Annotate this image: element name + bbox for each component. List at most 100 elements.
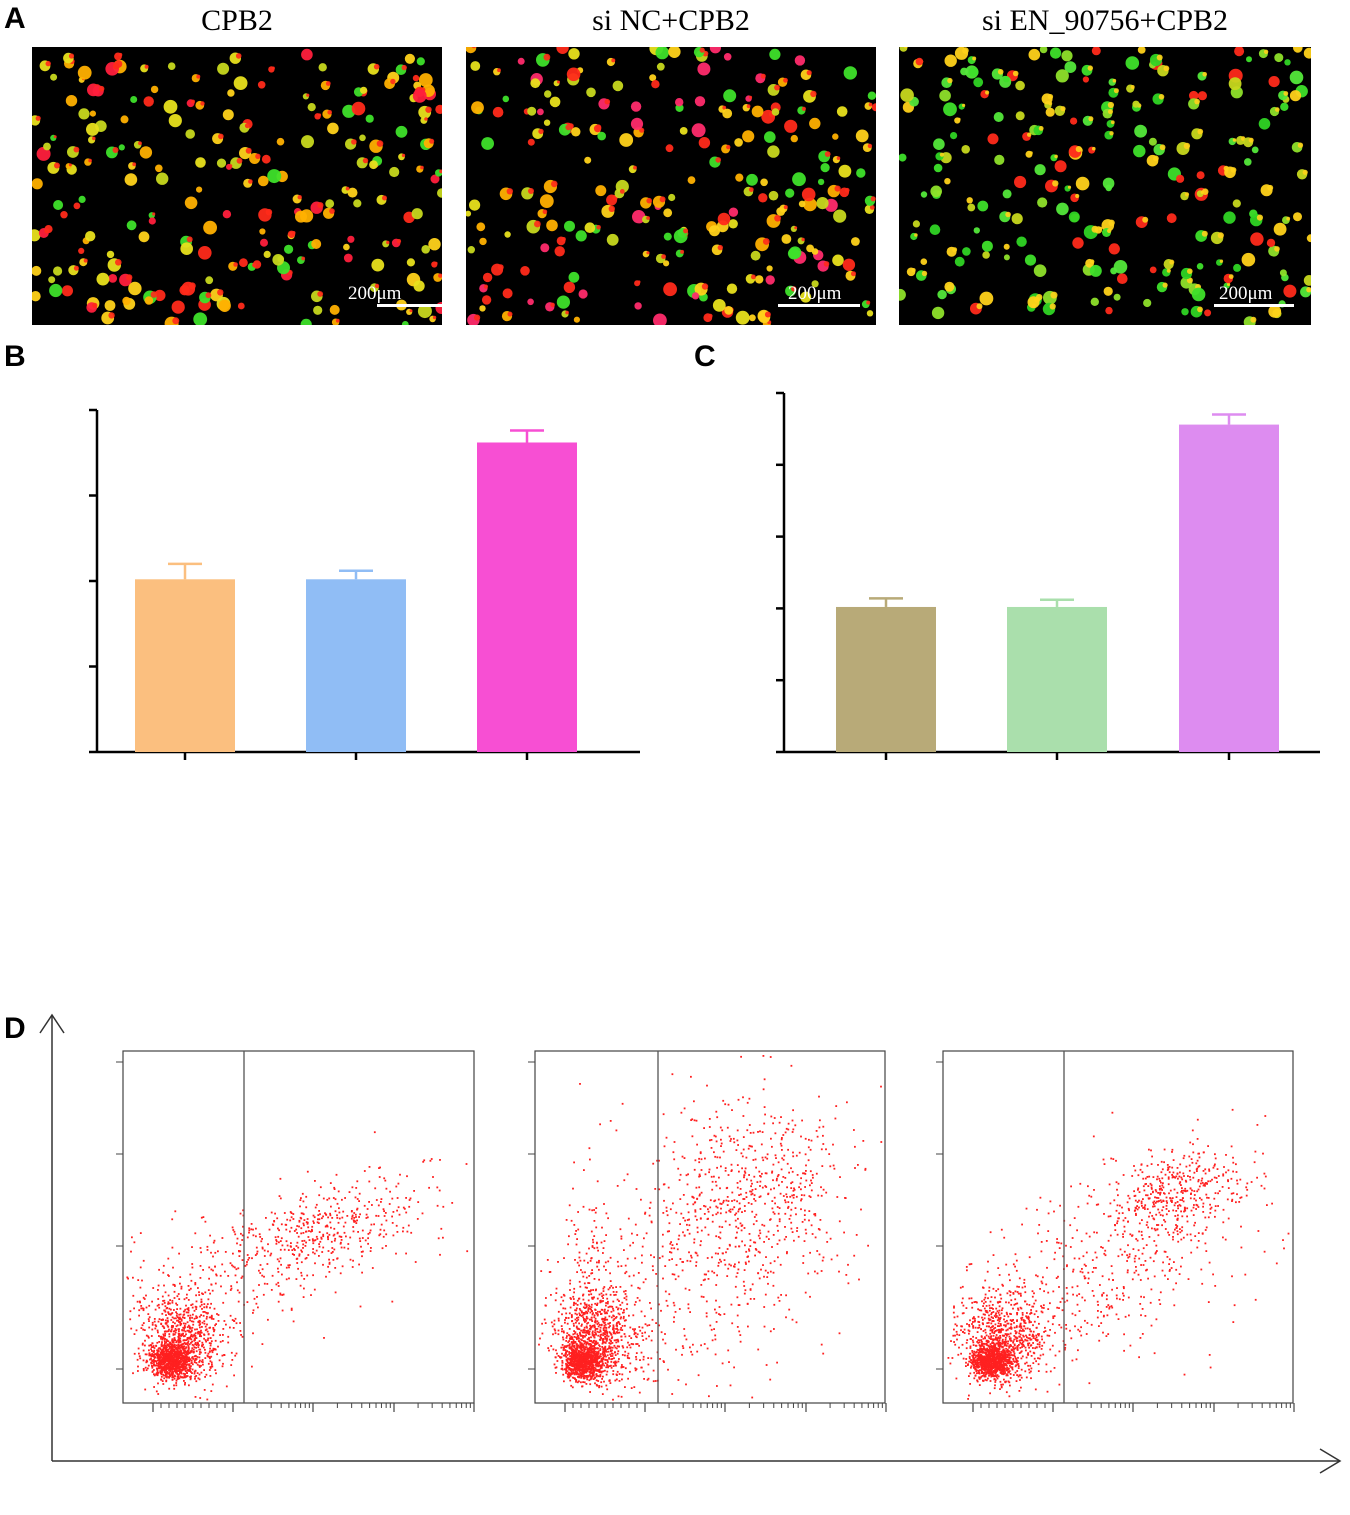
cell-dot [108, 312, 115, 319]
event-dot [235, 1352, 238, 1355]
cell-dot [1148, 137, 1157, 146]
event-dot [617, 1395, 620, 1398]
event-dot [169, 1360, 171, 1363]
event-dot [620, 1335, 623, 1338]
event-dot [557, 1333, 560, 1336]
event-dot [311, 1230, 313, 1232]
event-dot [233, 1230, 236, 1233]
event-dot [570, 1357, 573, 1360]
event-dot [184, 1366, 187, 1368]
cell-dot [715, 157, 721, 163]
cell-dot [1283, 91, 1289, 96]
cell-dot [413, 280, 425, 292]
event-dot [157, 1393, 160, 1395]
event-dot [604, 1316, 607, 1319]
event-dot [149, 1358, 151, 1361]
event-dot [277, 1300, 280, 1303]
event-dot [162, 1318, 164, 1321]
cell-dot [343, 253, 353, 263]
event-dot [699, 1151, 702, 1154]
event-dot [214, 1339, 217, 1342]
event-dot [601, 1378, 603, 1380]
event-dot [582, 1275, 585, 1278]
event-dot [580, 1374, 583, 1377]
event-dot [596, 1320, 599, 1323]
cell-dot [139, 146, 153, 159]
event-dot [171, 1361, 174, 1364]
event-dot [198, 1315, 201, 1318]
event-dot [609, 1365, 612, 1367]
event-dot [189, 1319, 191, 1322]
cell-dot [300, 318, 312, 325]
cell-dot [985, 90, 990, 95]
cell-dot [77, 65, 92, 80]
event-dot [565, 1367, 568, 1370]
cell-dot [903, 47, 908, 49]
event-dot [568, 1358, 571, 1361]
event-dot [195, 1380, 198, 1383]
event-dot [378, 1234, 381, 1237]
event-dot [285, 1266, 288, 1269]
event-dot [187, 1346, 190, 1349]
event-dot [368, 1201, 370, 1203]
event-dot [159, 1347, 161, 1350]
event-dot [148, 1349, 150, 1352]
event-dot [188, 1384, 190, 1387]
event-dot [599, 1370, 602, 1373]
event-dot [250, 1228, 253, 1231]
event-dot [165, 1307, 168, 1310]
event-dot [145, 1361, 148, 1364]
event-dot [211, 1383, 214, 1386]
event-dot [575, 1373, 578, 1375]
event-dot [188, 1357, 191, 1360]
event-dot [595, 1304, 598, 1306]
event-dot [568, 1351, 570, 1353]
event-dot [416, 1218, 419, 1220]
event-dot [583, 1318, 585, 1320]
event-dot [163, 1334, 165, 1337]
event-dot [215, 1372, 217, 1375]
event-dot [362, 1250, 364, 1253]
event-dot [328, 1233, 331, 1236]
micrograph-title-2: si NC+CPB2 [592, 4, 750, 37]
event-dot [570, 1347, 573, 1350]
event-dot [154, 1360, 157, 1362]
event-dot [576, 1304, 579, 1306]
event-dot [206, 1339, 209, 1342]
event-dot [385, 1233, 388, 1236]
event-dot [162, 1361, 164, 1364]
event-dot [317, 1214, 320, 1216]
event-dot [594, 1359, 596, 1362]
cell-dot [1166, 213, 1177, 224]
cell-dot [954, 256, 965, 267]
event-dot [554, 1356, 557, 1359]
event-dot [195, 1306, 198, 1308]
cell-dot [1133, 144, 1146, 158]
event-dot [236, 1242, 238, 1245]
event-dot [177, 1328, 180, 1331]
event-dot [612, 1319, 615, 1322]
event-dot [569, 1289, 571, 1291]
event-dot [147, 1313, 150, 1315]
event-dot [297, 1246, 300, 1249]
event-dot [319, 1186, 322, 1189]
event-dot [129, 1318, 132, 1321]
cell-dot [1113, 293, 1121, 301]
cell-dot [1219, 259, 1224, 263]
event-dot [604, 1354, 606, 1357]
event-dot [334, 1198, 337, 1201]
cell-dot [1303, 47, 1311, 59]
event-dot [170, 1364, 173, 1367]
event-dot [252, 1228, 254, 1231]
event-dot [156, 1372, 158, 1374]
event-dot [575, 1336, 577, 1339]
event-dot [179, 1352, 181, 1355]
cell-dot [327, 110, 333, 115]
event-dot [277, 1267, 279, 1270]
cell-dot [115, 259, 122, 266]
event-dot [171, 1299, 174, 1302]
cell-dot [68, 53, 75, 59]
cell-dot [698, 137, 711, 149]
event-dot [614, 1346, 617, 1349]
event-dot [571, 1344, 574, 1347]
